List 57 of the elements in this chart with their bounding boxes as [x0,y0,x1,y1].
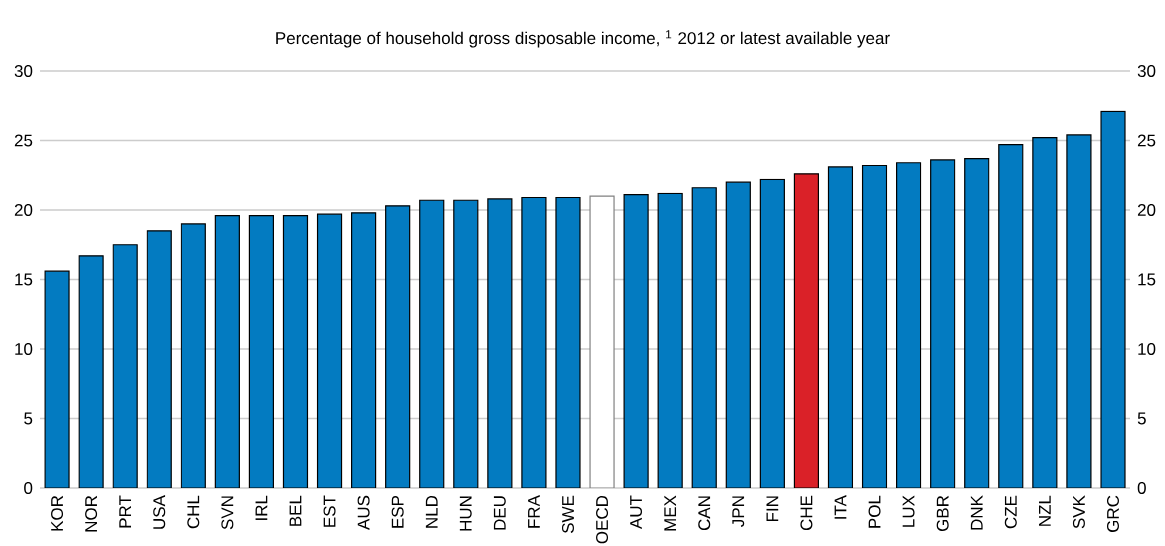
y2-tick-label: 15 [1138,273,1156,286]
bar [861,164,888,488]
x-tick-label: PRT [119,495,132,528]
x-tick-label: NOR [85,495,98,532]
x-tick-label: CHL [187,495,200,529]
x-tick-label: POL [868,495,881,528]
y2-tick-label: 30 [1137,64,1156,78]
bar [793,173,820,488]
x-tick-label: SWE [561,495,574,534]
bar [1032,137,1058,488]
x-tick-label: GBR [936,495,949,532]
x-tick-label: USA [153,495,166,529]
y2-tick-label: 20 [1137,203,1156,217]
bar [146,230,172,488]
x-tick-label: JPN [732,496,745,527]
x-tick-label: CAN [698,496,711,531]
bar [1100,110,1126,488]
bar [78,255,104,488]
y2-tick-label: 0 [1137,481,1146,495]
y2-tick-label: 5 [1137,412,1146,425]
x-tick-label: HUN [459,496,472,531]
x-tick-label: FRA [528,495,540,528]
chart-title: Percentage of household gross disposable income, $^{1}$ 2012 or latest available year [276,30,890,48]
x-tick-label: EST [323,495,336,527]
x-tick-label: KOR [51,495,64,531]
y-tick-label: 20 [14,204,33,217]
x-tick-label: GRC [1106,495,1119,532]
bar [112,244,138,488]
y-tick-label: 5 [24,412,33,425]
x-tick-label: NZL [1039,495,1051,526]
x-tick-label: NLD [425,495,438,528]
x-tick-label: AUT [630,495,643,530]
y-tick-label: 15 [15,273,33,286]
x-tick-label: SVN [221,496,234,530]
y2-tick-label: 25 [1137,134,1156,147]
x-tick-label: ITA [834,495,847,519]
x-tick-label: CZE [1004,495,1017,529]
bar [930,159,956,488]
x-tick-label: LUX [902,495,915,527]
y-tick-label: 25 [14,134,33,147]
bar [964,157,990,488]
x-tick-label: ESP [391,495,404,528]
x-tick-label: CHE [800,495,813,531]
x-tick-label: DEU [493,496,506,530]
y-tick-label: 10 [15,343,33,356]
x-tick-label: MEX [664,495,677,531]
bar [180,223,206,488]
x-tick-label: OECD [596,495,609,544]
x-tick-label: BEL [289,495,302,526]
y-tick-label: 30 [14,65,33,78]
y2-tick-label: 10 [1138,342,1156,356]
x-tick-label: DNK [970,495,983,530]
x-tick-label: FIN [766,496,779,522]
x-tick-label: AUS [357,495,370,530]
x-tick-label: IRL [255,495,268,520]
y-tick-label: 0 [24,482,33,495]
x-tick-label: SVK [1072,495,1085,529]
